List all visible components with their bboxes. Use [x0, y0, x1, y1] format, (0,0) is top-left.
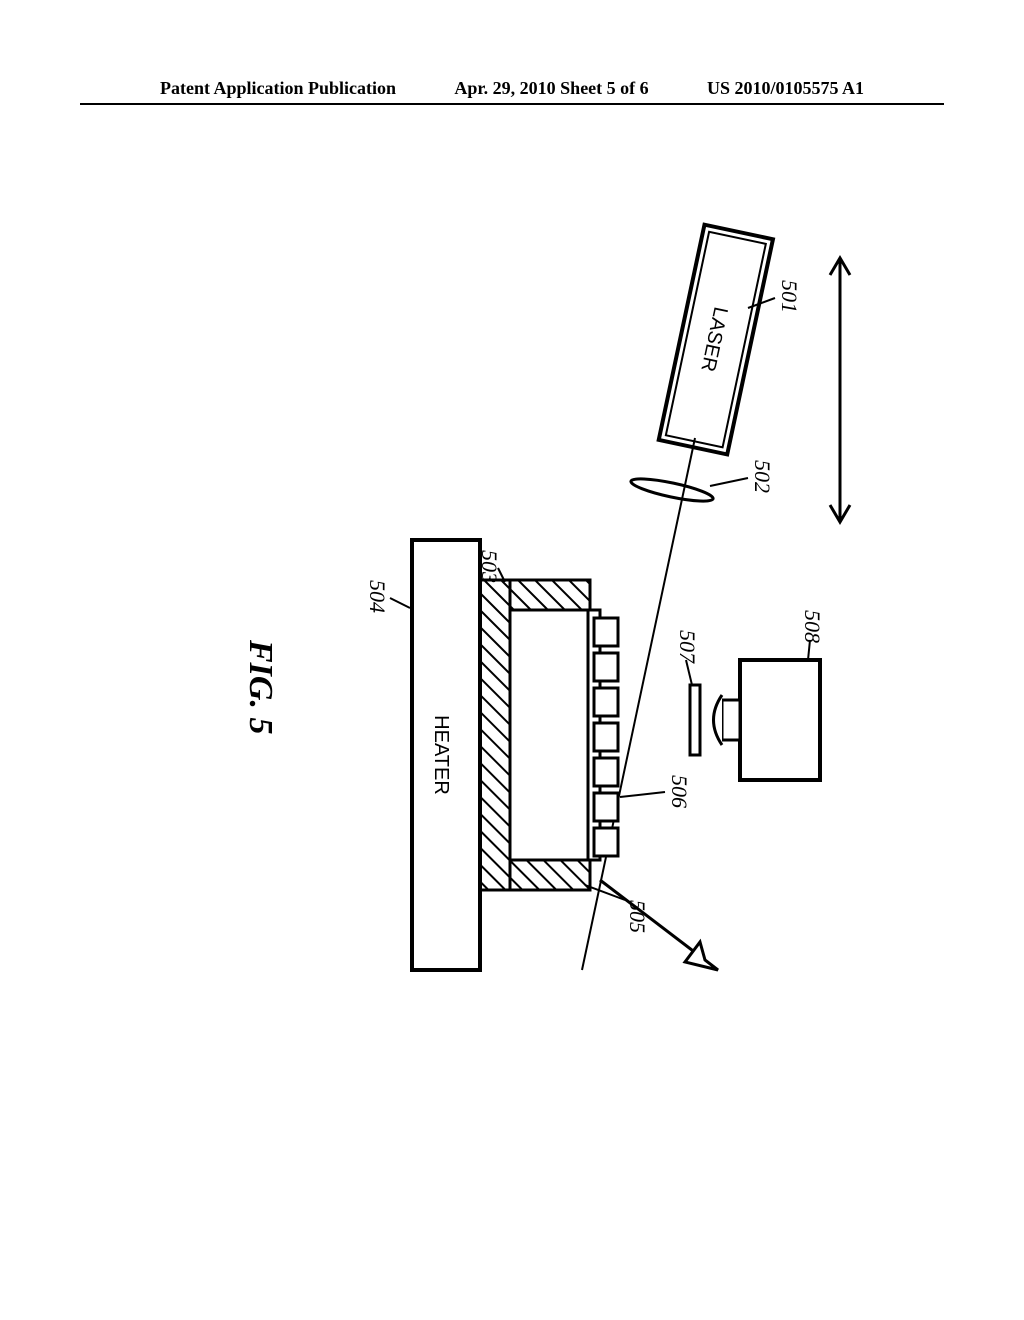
header-right: US 2010/0105575 A1: [707, 78, 864, 99]
laser-block: LASER: [659, 225, 773, 455]
leader-502: [710, 478, 748, 486]
diagram-svg: LASER 501 502 HEATER 504: [100, 180, 900, 1080]
scan-arrow: [830, 258, 850, 522]
leader-504: [390, 598, 410, 608]
hatched-frame: [480, 580, 590, 890]
leader-508: [808, 640, 810, 660]
label-502: 502: [750, 460, 775, 493]
leader-507: [686, 660, 692, 685]
header-left: Patent Application Publication: [160, 78, 396, 99]
label-507: 507: [675, 630, 700, 664]
label-505: 505: [625, 900, 650, 933]
header-center: Apr. 29, 2010 Sheet 5 of 6: [454, 78, 648, 99]
label-504: 504: [365, 580, 390, 613]
lens-502: [629, 474, 714, 505]
page-header: Patent Application Publication Apr. 29, …: [80, 78, 944, 105]
reflected-arrow: [600, 880, 718, 970]
heater-text: HEATER: [430, 715, 452, 795]
wells-row: [588, 610, 618, 860]
figure-caption: FIG. 5: [242, 639, 279, 734]
filter-507: [690, 685, 700, 755]
label-508: 508: [800, 610, 825, 643]
figure-5: LASER 501 502 HEATER 504: [100, 180, 900, 1080]
label-501: 501: [777, 280, 802, 313]
label-506: 506: [667, 775, 692, 808]
label-503: 503: [477, 550, 502, 583]
leader-505: [585, 885, 625, 900]
leader-506: [620, 792, 665, 797]
camera-508: [714, 660, 821, 780]
